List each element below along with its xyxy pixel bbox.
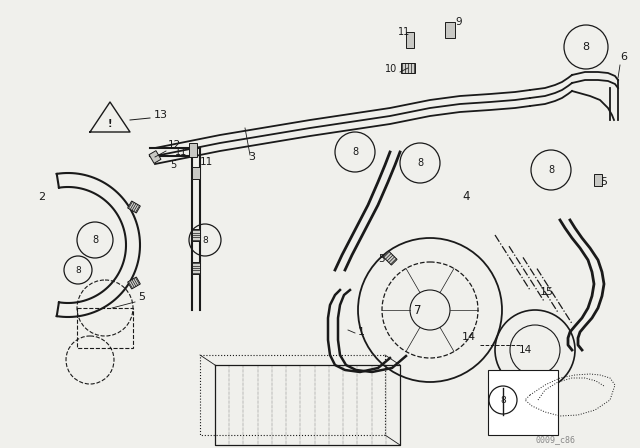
Bar xyxy=(200,355,385,435)
Text: 8: 8 xyxy=(582,42,589,52)
Bar xyxy=(192,262,200,274)
Text: 14: 14 xyxy=(518,345,532,355)
Text: 14: 14 xyxy=(462,332,476,342)
Bar xyxy=(149,151,161,164)
Bar xyxy=(127,201,140,213)
Text: 5: 5 xyxy=(138,292,145,302)
Text: 8: 8 xyxy=(417,158,423,168)
Text: 11: 11 xyxy=(175,147,188,157)
Text: 1: 1 xyxy=(358,327,365,337)
Bar xyxy=(488,370,558,435)
Bar xyxy=(77,308,133,348)
Bar xyxy=(189,143,197,157)
Text: 5: 5 xyxy=(378,254,385,264)
Text: 11: 11 xyxy=(200,157,213,167)
Text: 8: 8 xyxy=(500,396,506,405)
Bar xyxy=(127,277,140,289)
Text: 8: 8 xyxy=(202,236,208,245)
Text: 8: 8 xyxy=(92,235,98,245)
Text: 13: 13 xyxy=(154,110,168,120)
Bar xyxy=(192,167,200,179)
Text: 7: 7 xyxy=(414,303,422,316)
Text: 6: 6 xyxy=(620,52,627,62)
Text: 2: 2 xyxy=(38,192,45,202)
Text: 8: 8 xyxy=(548,165,554,175)
Text: 5: 5 xyxy=(600,177,607,187)
Text: 3: 3 xyxy=(248,152,255,162)
Bar xyxy=(192,229,200,241)
Bar xyxy=(401,63,415,73)
Text: 0009_c86: 0009_c86 xyxy=(535,435,575,444)
Text: 8: 8 xyxy=(75,266,81,275)
Text: 9: 9 xyxy=(455,17,461,27)
Text: !: ! xyxy=(108,119,112,129)
Text: 4: 4 xyxy=(462,190,470,203)
Text: 11: 11 xyxy=(398,27,410,37)
Bar xyxy=(406,32,414,48)
Bar xyxy=(445,22,455,38)
Text: 8: 8 xyxy=(352,147,358,157)
Bar xyxy=(383,251,397,265)
Text: 5: 5 xyxy=(170,160,176,170)
Text: 10: 10 xyxy=(385,64,397,74)
Text: 15: 15 xyxy=(540,287,554,297)
Text: 12: 12 xyxy=(168,140,181,150)
Bar xyxy=(594,174,602,186)
